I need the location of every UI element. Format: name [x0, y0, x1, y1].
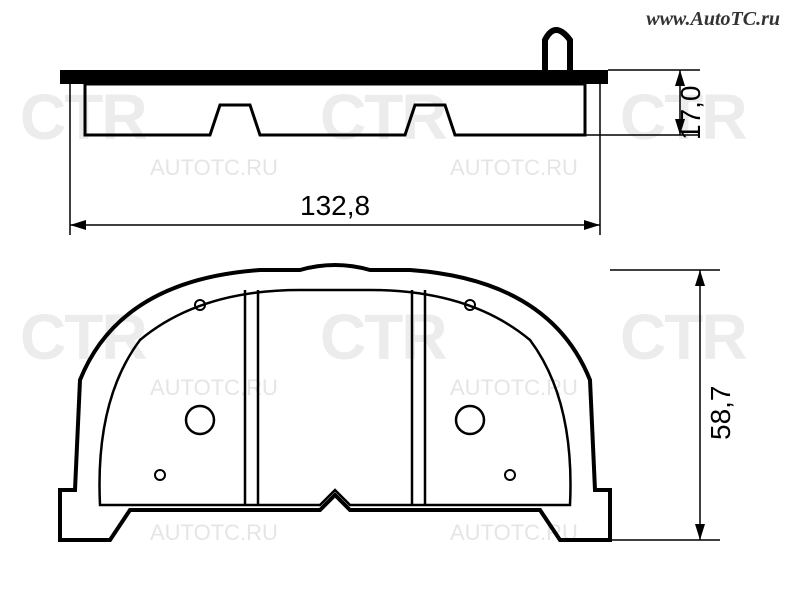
width-dimension: 132,8 — [70, 190, 600, 230]
width-dim-label: 132,8 — [300, 190, 370, 221]
height-dimension: 58,7 — [695, 270, 736, 540]
technical-drawing-svg: 132,8 17,0 — [0, 0, 800, 600]
front-face-view — [60, 265, 720, 540]
thickness-dim-label: 17,0 — [675, 86, 706, 141]
height-dim-label: 58,7 — [705, 386, 736, 441]
top-profile-view — [60, 30, 700, 235]
diagram-container: CTR CTR CTR CTR CTR CTR AUTOTC.RU AUTOTC… — [0, 0, 800, 600]
thickness-dimension: 17,0 — [675, 70, 706, 140]
